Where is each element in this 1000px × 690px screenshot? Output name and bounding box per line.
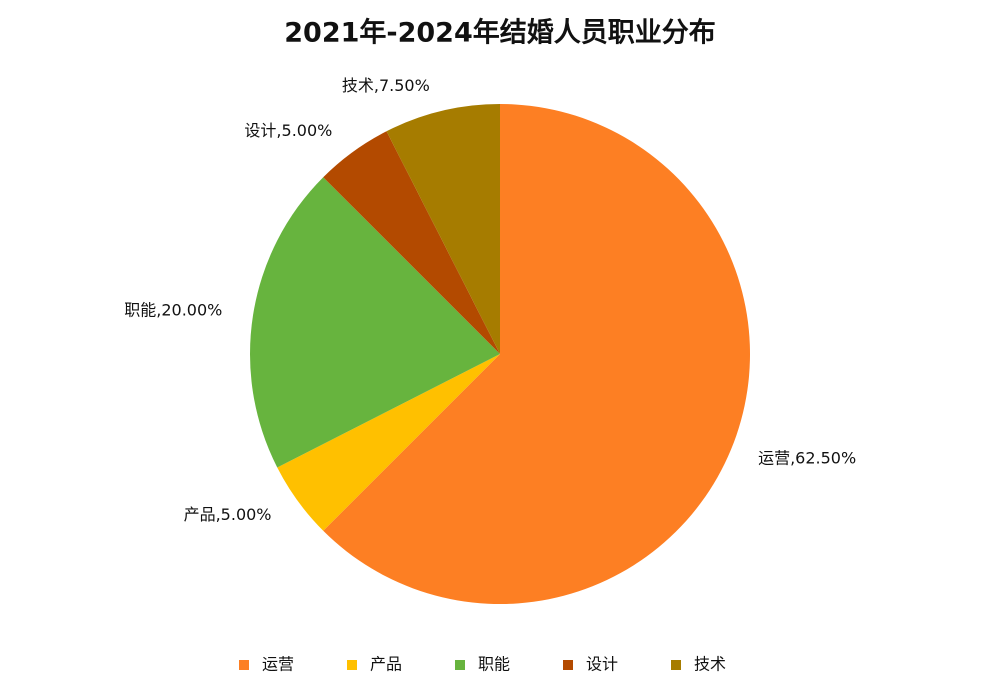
legend-swatch bbox=[239, 660, 249, 670]
pie-slice bbox=[277, 354, 500, 531]
data-label: 产品,5.00% bbox=[184, 505, 272, 524]
legend-swatch bbox=[563, 660, 573, 670]
legend-label: 设计 bbox=[586, 655, 618, 674]
legend-swatch bbox=[347, 660, 357, 670]
legend-swatch bbox=[455, 660, 465, 670]
data-label: 技术,7.50% bbox=[342, 76, 430, 95]
data-label: 设计,5.00% bbox=[244, 121, 332, 140]
legend-label: 运营 bbox=[262, 655, 294, 674]
legend-swatch bbox=[671, 660, 681, 670]
pie-slice bbox=[323, 104, 751, 604]
pie-slice bbox=[250, 177, 500, 468]
pie-slice bbox=[323, 131, 500, 354]
pie-slice bbox=[386, 104, 500, 354]
data-label: 职能,20.00% bbox=[124, 300, 222, 319]
chart-title: 2021年-2024年结婚人员职业分布 bbox=[284, 17, 716, 49]
legend-label: 职能 bbox=[478, 655, 510, 674]
legend-label: 产品 bbox=[370, 655, 402, 674]
legend-label: 技术 bbox=[694, 655, 726, 674]
data-label: 运营,62.50% bbox=[758, 449, 856, 468]
